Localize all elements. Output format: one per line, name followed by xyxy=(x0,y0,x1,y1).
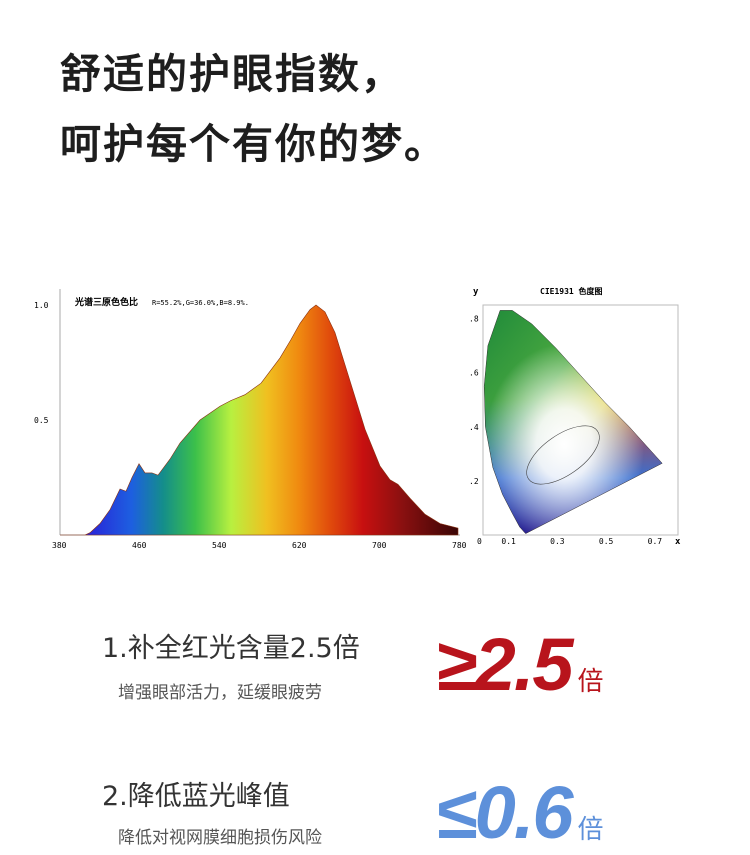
feature-2-unit: 倍 xyxy=(577,815,604,845)
feature-1-title: 1.补全红光含量2.5倍 xyxy=(102,633,360,664)
spectrum-annotation: R=55.2%,G=36.0%,B=8.9%. xyxy=(152,299,249,307)
feature-1-value: ≥2.5 倍 xyxy=(436,622,604,707)
feature-2-subtitle: 降低对视网膜细胞损伤风险 xyxy=(118,828,322,848)
y-tick-label: 0.5 xyxy=(34,416,49,425)
cie-ylabel: y xyxy=(473,287,479,297)
planckian-region xyxy=(526,425,600,485)
x-tick-label: 540 xyxy=(212,541,227,550)
cie-xlabel: x xyxy=(675,537,681,547)
x-tick-label: 380 xyxy=(52,541,67,550)
feature-1-subtitle: 增强眼部活力，延缓眼疲劳 xyxy=(118,683,322,703)
x-tick-label: 700 xyxy=(372,541,387,550)
spectrum-area xyxy=(60,304,459,536)
cie-y-tick-label: .2 xyxy=(469,477,479,486)
feature-2-title: 2.降低蓝光峰值 xyxy=(102,781,290,812)
spectrum-chart: 光谱三原色色比 R=55.2%,G=36.0%,B=8.9%. 380 460 54… xyxy=(34,289,467,550)
spectrum-title: 光谱三原色色比 xyxy=(74,296,138,308)
headline-line2: 呵护每个有你的梦。 xyxy=(60,120,447,168)
cie-y-tick-label: .4 xyxy=(469,423,479,432)
cie-title: CIE1931 色度图 xyxy=(540,286,603,296)
cie-x-tick-label: 0.1 xyxy=(501,537,516,546)
x-tick-label: 460 xyxy=(132,541,147,550)
feature-1-number: ≥2.5 xyxy=(436,623,573,706)
cie-y-tick-label: .6 xyxy=(469,369,479,378)
cie-x-tick-label: 0.5 xyxy=(599,537,614,546)
cie-x-tick-label: 0.3 xyxy=(550,537,565,546)
x-tick-label: 780 xyxy=(452,541,467,550)
y-tick-label: 1.0 xyxy=(34,301,49,310)
cie-x-tick-label: 0 xyxy=(477,537,482,546)
cie-y-tick-label: .8 xyxy=(469,315,479,324)
cie-chart: CIE1931 色度图 y x 0 0.1 0.3 0.5 0.7 .2 .4 .6 .8 xyxy=(469,286,681,547)
cie-x-tick-label: 0.7 xyxy=(648,537,663,546)
feature-2-number: ≤0.6 xyxy=(436,771,573,854)
cie-plot-frame xyxy=(482,304,679,536)
feature-1-unit: 倍 xyxy=(577,667,604,697)
x-tick-label: 620 xyxy=(292,541,307,550)
headline-line1: 舒适的护眼指数， xyxy=(60,50,404,98)
feature-2-value: ≤0.6 倍 xyxy=(436,770,604,855)
cie-locus-white xyxy=(483,310,663,534)
